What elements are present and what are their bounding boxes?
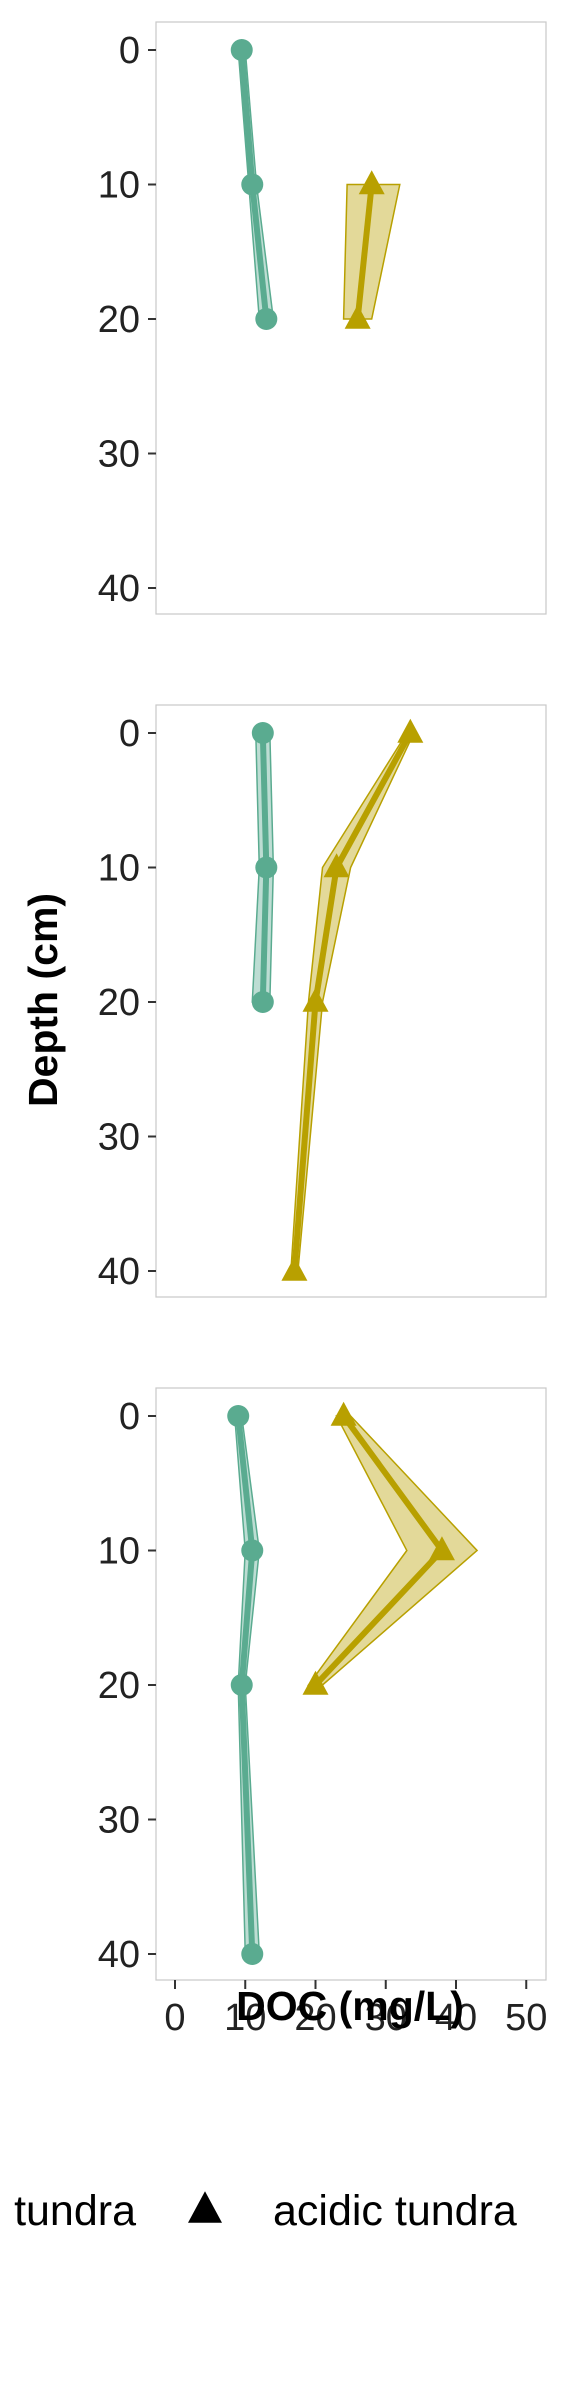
y-tick-label: 0 [119, 1396, 140, 1438]
data-point-triangle [281, 1256, 308, 1281]
panel-frame [155, 1387, 547, 1981]
y-tick-label: 30 [98, 1117, 140, 1159]
legend-label-tundra: tundra [14, 2187, 136, 2235]
y-tick-label: 0 [119, 713, 140, 755]
mean-line [235, 1415, 256, 1955]
legend-key-triangle [188, 2191, 222, 2223]
panels: 0 10 20 30 40 0 10 20 30 40 0 10 20 30 40 0 10 20 30 40 50 [98, 21, 547, 2039]
series-acidic [342, 170, 401, 329]
y-tick-label: 10 [98, 165, 140, 207]
panel-2: 0 10 20 30 40 [98, 704, 547, 1298]
mean-line [354, 184, 375, 320]
data-point-triangle [330, 1401, 357, 1426]
y-tick-label: 30 [98, 434, 140, 476]
x-tick-label: 50 [505, 1997, 547, 2039]
y-tick-label: 20 [98, 299, 140, 341]
x-tick-label: 40 [435, 1997, 477, 2039]
x-tick-label: 0 [164, 1997, 185, 2039]
data-point-triangle [302, 987, 329, 1012]
data-point-circle [230, 39, 253, 61]
y-tick-label: 40 [98, 568, 140, 610]
x-tick-label: 20 [294, 1997, 336, 2039]
x-axis-title: DOC (mg/L) [236, 1983, 464, 2029]
legend: tundra acidic tundra [14, 2187, 517, 2235]
data-point-circle [227, 1405, 250, 1427]
y-tick-label: 40 [98, 1251, 140, 1293]
y-tick-label: 20 [98, 982, 140, 1024]
data-point-circle [241, 173, 264, 196]
panel-frame [155, 704, 547, 1298]
data-point-triangle [344, 304, 371, 329]
data-point-triangle [302, 1670, 329, 1695]
data-point-triangle [323, 853, 350, 878]
y-tick-label: 10 [98, 1531, 140, 1573]
data-point-triangle [428, 1536, 455, 1561]
mean-line [291, 731, 413, 1272]
series-non-acidic [230, 39, 278, 330]
data-point-circle [251, 991, 274, 1013]
data-point-circle [251, 722, 274, 744]
y-tick-label: 10 [98, 848, 140, 890]
y-tick-label: 20 [98, 1665, 140, 1707]
y-axis-title: Depth (cm) [20, 893, 66, 1107]
confidence-band [306, 1415, 479, 1686]
y-tick-label: 40 [98, 1934, 140, 1976]
panel-3: 0 10 20 30 40 0 10 20 30 40 50 [98, 1387, 547, 2039]
series-acidic [281, 718, 424, 1281]
data-point-circle [255, 308, 278, 330]
data-point-triangle [397, 718, 424, 743]
series-acidic [302, 1401, 479, 1695]
y-tick-label: 30 [98, 1800, 140, 1842]
x-tick-label: 10 [224, 1997, 266, 2039]
legend-label-acidic-tundra: acidic tundra [273, 2187, 517, 2235]
panel-1: 0 10 20 30 40 [98, 21, 547, 615]
series-non-acidic [227, 1405, 264, 1965]
data-point-triangle [358, 170, 385, 195]
data-point-circle [241, 1943, 264, 1965]
data-point-circle [230, 1674, 253, 1696]
data-point-circle [255, 856, 278, 879]
data-point-circle [241, 1539, 264, 1562]
y-tick-label: 0 [119, 30, 140, 72]
series-non-acidic [251, 722, 278, 1013]
x-tick-label: 30 [365, 1997, 407, 2039]
